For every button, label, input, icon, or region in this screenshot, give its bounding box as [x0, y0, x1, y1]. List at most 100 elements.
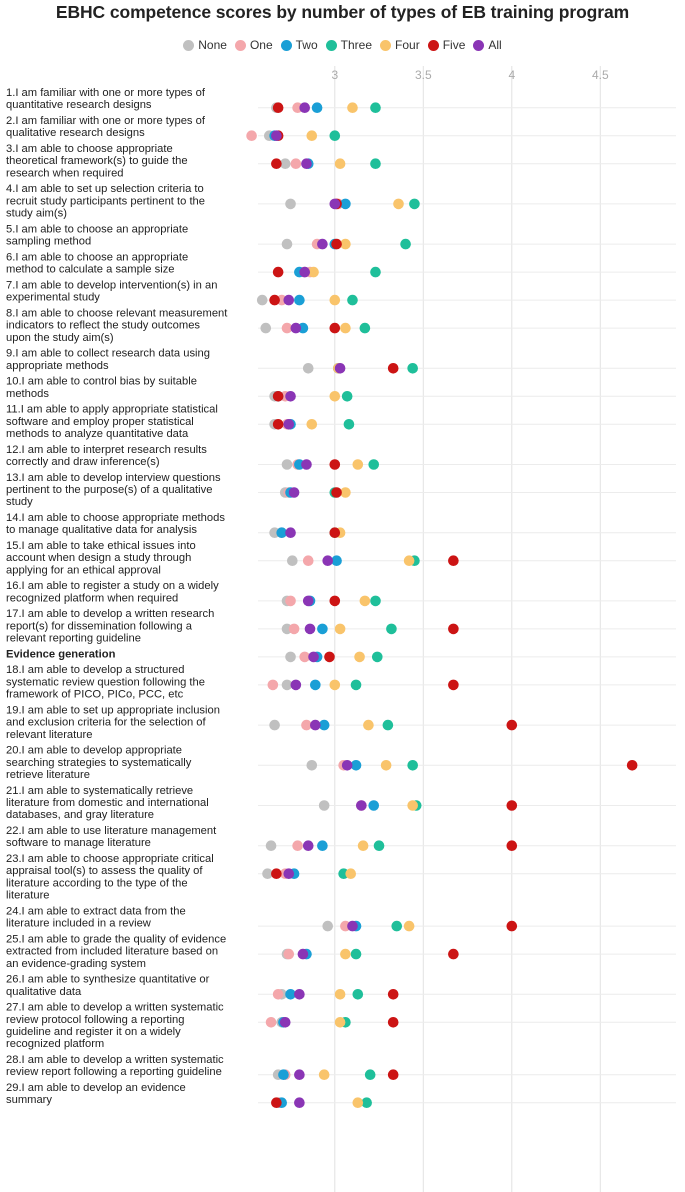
row-label: an evidence-grading system [6, 958, 146, 970]
point-all [283, 294, 295, 306]
point-all [299, 102, 311, 113]
point-all [285, 527, 296, 538]
row-label: summary [6, 1094, 52, 1106]
point-four [407, 800, 418, 811]
row-label: 15.I am able to take ethical issues into [6, 540, 196, 552]
row-30: 29.I am able to develop an evidencesumma… [6, 1082, 676, 1108]
point-none [306, 760, 318, 771]
point-all [341, 760, 353, 771]
row-5: 5.I am able to choose an appropriatesamp… [6, 223, 676, 250]
row-label: framework of PICO, PICo, PCC, etc [6, 689, 184, 701]
point-two [276, 527, 288, 538]
point-three [409, 198, 420, 210]
point-all [271, 130, 282, 141]
row-label: 23.I am able to choose appropriate criti… [6, 853, 214, 865]
point-three [341, 391, 353, 402]
point-all [283, 419, 295, 430]
legend-item-five: Five [427, 38, 465, 52]
point-five [272, 391, 284, 402]
point-none [287, 555, 298, 566]
legend-label: One [249, 38, 273, 52]
row-label: 27.I am able to develop a written system… [6, 1002, 224, 1014]
point-all [297, 948, 309, 960]
row-label: indicators to reflect the study outcomes [6, 320, 200, 332]
row-label: literature from domestic and internation… [6, 797, 209, 809]
legend-item-two: Two [280, 38, 318, 52]
legend-item-all: All [473, 38, 502, 52]
row-6: 6.I am able to choose an appropriatemeth… [6, 251, 676, 278]
row-label: 24.I am able to extract data from the [6, 905, 186, 917]
chart-title: EBHC competence scores by number of type… [55, 2, 630, 22]
legend-swatch [234, 39, 246, 51]
row-label: 16.I am able to register a study on a wi… [6, 580, 219, 592]
point-three [407, 363, 418, 374]
x-tick-label: 3.5 [415, 68, 432, 82]
row-14: 14.I am able to choose appropriate metho… [6, 512, 676, 538]
point-none [302, 363, 314, 374]
point-five [387, 1069, 399, 1080]
row-label: 9.I am able to collect research data usi… [6, 348, 210, 360]
point-five [272, 419, 284, 430]
point-one [281, 322, 293, 334]
point-five [506, 719, 518, 731]
row-label: pertinent to the purpose(s) of a qualita… [6, 484, 212, 496]
x-tick-label: 3 [331, 68, 338, 82]
point-five [626, 760, 638, 771]
point-none [256, 294, 268, 306]
point-five [329, 527, 341, 538]
row-23: 22.I am able to use literature managemen… [6, 825, 676, 851]
point-five [329, 595, 341, 607]
point-four [318, 1069, 330, 1080]
point-four [306, 130, 318, 141]
row-label: method to calculate a sample size [6, 264, 175, 276]
point-four [380, 760, 392, 771]
row-label: recognized platform [6, 1038, 104, 1050]
row-label: and exclusion criteria for the selection… [6, 717, 207, 729]
point-three [359, 322, 371, 334]
row-label: methods [6, 388, 49, 400]
point-one [288, 623, 300, 635]
point-five [506, 920, 518, 932]
point-five [271, 1097, 282, 1108]
row-4: 4.I am able to set up selection criteria… [6, 183, 676, 220]
point-three [370, 102, 381, 113]
row-label: sampling method [6, 236, 91, 248]
point-one [246, 130, 257, 141]
point-three [391, 920, 403, 932]
row-label: account when design a study through [6, 552, 191, 564]
row-label: research when required [6, 167, 124, 179]
point-five [506, 840, 518, 851]
row-label: 5.I am able to choose an appropriate [6, 223, 188, 235]
row-17: 17.I am able to develop a written resear… [6, 608, 676, 645]
point-all [301, 158, 312, 169]
row-label: 8.I am able to choose relevant measureme… [6, 307, 228, 319]
point-five [272, 266, 284, 278]
point-four [345, 868, 357, 879]
row-label: 26.I am able to synthesize quantitative … [6, 974, 210, 986]
row-label: study [6, 496, 33, 508]
point-five [324, 651, 335, 663]
point-three [347, 294, 358, 306]
point-one [265, 1017, 277, 1028]
point-four [340, 487, 351, 498]
point-all [285, 391, 296, 402]
point-one [299, 651, 311, 663]
point-all [304, 623, 316, 635]
point-all [302, 595, 314, 607]
point-none [322, 920, 334, 932]
point-all [288, 487, 300, 498]
point-all [308, 651, 319, 663]
row-label: 28.I am able to develop a written system… [6, 1054, 224, 1066]
point-all [334, 363, 346, 374]
point-none [269, 719, 280, 731]
point-three [370, 158, 381, 169]
row-8: 8.I am able to choose relevant measureme… [6, 307, 676, 344]
point-five [272, 102, 284, 113]
point-four [329, 679, 341, 691]
row-label: guideline and register it on a widely [6, 1026, 181, 1038]
legend-swatch [325, 39, 337, 51]
point-all [299, 266, 311, 278]
row-29: 28.I am able to develop a written system… [6, 1054, 676, 1080]
row-label: 11.I am able to apply appropriate statis… [6, 404, 218, 416]
legend-swatch [427, 39, 439, 51]
